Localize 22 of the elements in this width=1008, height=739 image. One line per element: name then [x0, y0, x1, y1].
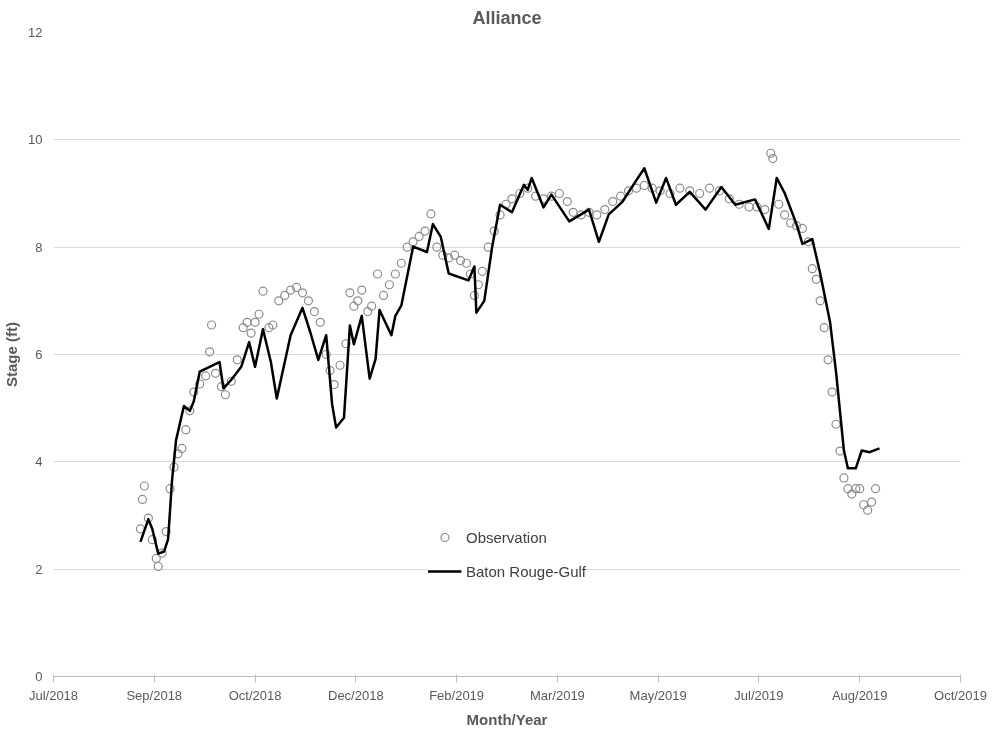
legend-label: Observation [465, 528, 547, 546]
y-tick-label: 6 [35, 347, 43, 362]
x-tick-label: Feb/2019 [429, 687, 485, 703]
legend-label: Baton Rouge-Gulf [465, 562, 587, 580]
y-tick-label: 10 [28, 132, 43, 148]
y-tick-label: 8 [35, 239, 43, 255]
x-tick-label: Oct/2018 [228, 687, 282, 703]
y-tick-label: 4 [35, 454, 43, 470]
chart-title: Alliance [472, 7, 542, 28]
x-tick-label: Aug/2019 [831, 687, 888, 703]
x-tick-label: May/2019 [629, 687, 687, 703]
x-axis-title: Month/Year [466, 710, 548, 728]
x-tick-label: Jul/2018 [28, 687, 79, 703]
x-tick-label: Dec/2018 [328, 687, 384, 703]
y-tick-label: 12 [28, 25, 43, 40]
y-tick-label: 0 [35, 669, 43, 684]
x-tick-label: Jul/2019 [734, 687, 784, 703]
y-axis-title: Stage (ft) [3, 322, 21, 387]
y-tick-label: 2 [35, 561, 43, 577]
x-tick-label: Mar/2019 [529, 687, 585, 703]
x-tick-label: Oct/2019 [934, 687, 987, 703]
x-tick-label: Sep/2018 [126, 687, 183, 703]
